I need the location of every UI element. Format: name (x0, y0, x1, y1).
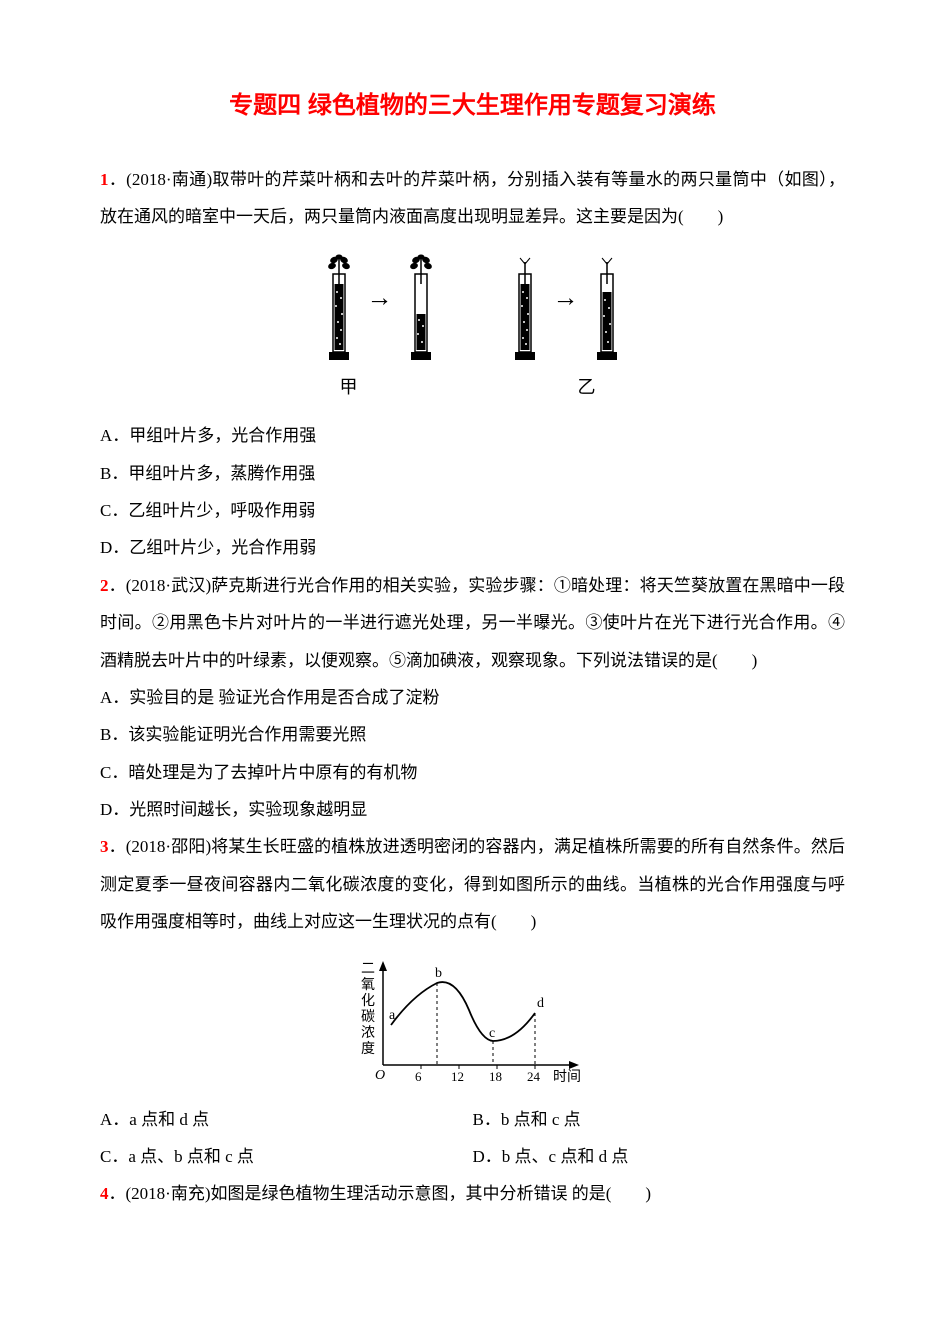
q4-text: 如图是绿色植物生理活动示意图，其中分析错误 的是( ) (210, 1184, 651, 1203)
tube-icon (595, 254, 619, 362)
q3-source: (2018·邵阳) (126, 837, 211, 856)
arrow-right-icon: → (367, 269, 393, 326)
q1-label-right: 乙 (578, 368, 596, 408)
svg-text:氧: 氧 (361, 977, 375, 993)
tube-icon (513, 254, 537, 362)
tube-icon (327, 254, 351, 362)
q2-source: (2018·武汉) (126, 576, 211, 595)
tube-icon (409, 254, 433, 362)
q4-stem: 4．(2018·南充)如图是绿色植物生理活动示意图，其中分析错误 的是( ) (100, 1175, 845, 1212)
page-title: 专题四 绿色植物的三大生理作用专题复习演练 (100, 80, 845, 133)
q1-label-left: 甲 (340, 368, 358, 408)
svg-text:时间: 时间 (553, 1069, 581, 1085)
q1-option-a: A．甲组叶片多，光合作用强 (100, 417, 845, 454)
q1-option-b: B．甲组叶片多，蒸腾作用强 (100, 455, 845, 492)
svg-text:d: d (537, 996, 544, 1011)
q3-number: 3 (100, 837, 109, 856)
q3-option-b: B．b 点和 c 点 (473, 1101, 846, 1138)
q1-source: (2018·南通) (126, 170, 212, 189)
q4-source: (2018·南充) (126, 1184, 211, 1203)
q1-stem: 1．(2018·南通)取带叶的芹菜叶柄和去叶的芹菜叶柄，分别插入装有等量水的两只… (100, 161, 845, 236)
q1-group-left: → (327, 254, 433, 362)
q3-text: 将某生长旺盛的植株放进透明密闭的容器内，满足植株所需要的所有自然条件。然后测定夏… (100, 837, 845, 931)
svg-text:a: a (389, 1008, 396, 1023)
svg-text:18: 18 (489, 1069, 502, 1084)
q1-figure: → (100, 254, 845, 362)
svg-text:b: b (435, 966, 442, 981)
svg-text:O: O (375, 1068, 385, 1083)
q3-stem: 3．(2018·邵阳)将某生长旺盛的植株放进透明密闭的容器内，满足植株所需要的所… (100, 828, 845, 940)
q1-figure-labels: 甲 乙 (95, 368, 840, 408)
q3-options: A．a 点和 d 点 B．b 点和 c 点 C．a 点、b 点和 c 点 D．b… (100, 1101, 845, 1176)
q3-option-c: C．a 点、b 点和 c 点 (100, 1138, 473, 1175)
q1-text: 取带叶的芹菜叶柄和去叶的芹菜叶柄，分别插入装有等量水的两只量筒中（如图），放在通… (100, 170, 845, 226)
q2-option-d: D．光照时间越长，实验现象越明显 (100, 791, 845, 828)
q1-option-d: D．乙组叶片少，光合作用弱 (100, 529, 845, 566)
svg-text:24: 24 (527, 1069, 541, 1084)
q3-chart: 二 氧 化 碳 浓 度 O 6 12 18 24 时间 (100, 955, 845, 1095)
q1-number: 1 (100, 170, 109, 189)
svg-text:度: 度 (361, 1041, 375, 1057)
q2-option-c: C．暗处理是为了去掉叶片中原有的有机物 (100, 754, 845, 791)
svg-text:碳: 碳 (361, 1009, 375, 1025)
q1-option-c: C．乙组叶片少，呼吸作用弱 (100, 492, 845, 529)
q2-option-b: B．该实验能证明光合作用需要光照 (100, 716, 845, 753)
q4-number: 4 (100, 1184, 109, 1203)
svg-text:6: 6 (415, 1069, 422, 1084)
q2-text: 萨克斯进行光合作用的相关实验，实验步骤：①暗处理：将天竺葵放置在黑暗中一段时间。… (100, 576, 845, 670)
svg-text:二: 二 (361, 962, 375, 977)
q3-option-a: A．a 点和 d 点 (100, 1101, 473, 1138)
page: 专题四 绿色植物的三大生理作用专题复习演练 1．(2018·南通)取带叶的芹菜叶… (0, 0, 945, 1337)
svg-text:化: 化 (361, 993, 375, 1009)
q2-number: 2 (100, 576, 109, 595)
arrow-right-icon: → (553, 269, 579, 326)
q3-option-d: D．b 点、c 点和 d 点 (473, 1138, 846, 1175)
q1-group-right: → (513, 254, 619, 362)
svg-text:12: 12 (451, 1069, 464, 1084)
q2-stem: 2．(2018·武汉)萨克斯进行光合作用的相关实验，实验步骤：①暗处理：将天竺葵… (100, 567, 845, 679)
svg-text:浓: 浓 (361, 1025, 375, 1041)
q2-option-a: A．实验目的是 验证光合作用是否合成了淀粉 (100, 679, 845, 716)
svg-text:c: c (489, 1026, 495, 1041)
